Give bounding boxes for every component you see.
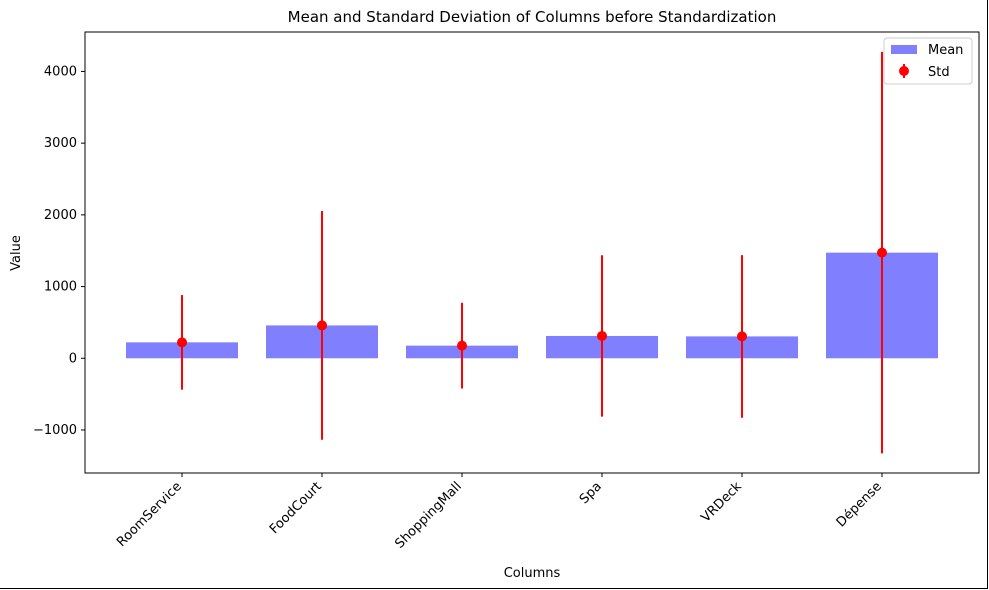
- y-tick-label-1: 0: [69, 351, 77, 366]
- x-tick-label-4: VRDeck: [698, 479, 745, 526]
- chart-title: Mean and Standard Deviation of Columns b…: [288, 8, 777, 26]
- legend-swatch-mean: [891, 45, 917, 54]
- mean-point-0: [177, 337, 187, 348]
- legend-label-mean: Mean: [928, 43, 963, 58]
- plot-area: −1000 0 1000 2000 3000 4000 RoomService FoodCou…: [33, 31, 980, 552]
- x-axis-label: Columns: [504, 566, 561, 581]
- mean-point-5: [877, 247, 887, 258]
- mean-point-2: [457, 340, 467, 351]
- legend-swatch-std-point: [899, 66, 909, 76]
- mean-point-3: [597, 330, 607, 341]
- x-tick-label-5: Dépense: [834, 479, 885, 530]
- mean-point-1: [317, 320, 327, 331]
- x-tick-label-3: Spa: [577, 479, 605, 507]
- x-tick-label-0: RoomService: [114, 479, 185, 550]
- y-axis-label: Value: [9, 235, 24, 271]
- axes-frame: [84, 31, 980, 474]
- x-tick-label-1: FoodCourt: [267, 479, 325, 537]
- y-tick-label-3: 2000: [44, 208, 77, 223]
- y-tick-label-4: 3000: [44, 136, 77, 151]
- y-tick-label-0: −1000: [33, 423, 77, 438]
- mean-point-4: [737, 331, 747, 342]
- legend-label-std: Std: [928, 65, 950, 80]
- x-tick-label-2: ShoppingMall: [392, 479, 464, 551]
- y-tick-label-5: 4000: [44, 64, 77, 79]
- y-tick-label-2: 1000: [44, 280, 77, 295]
